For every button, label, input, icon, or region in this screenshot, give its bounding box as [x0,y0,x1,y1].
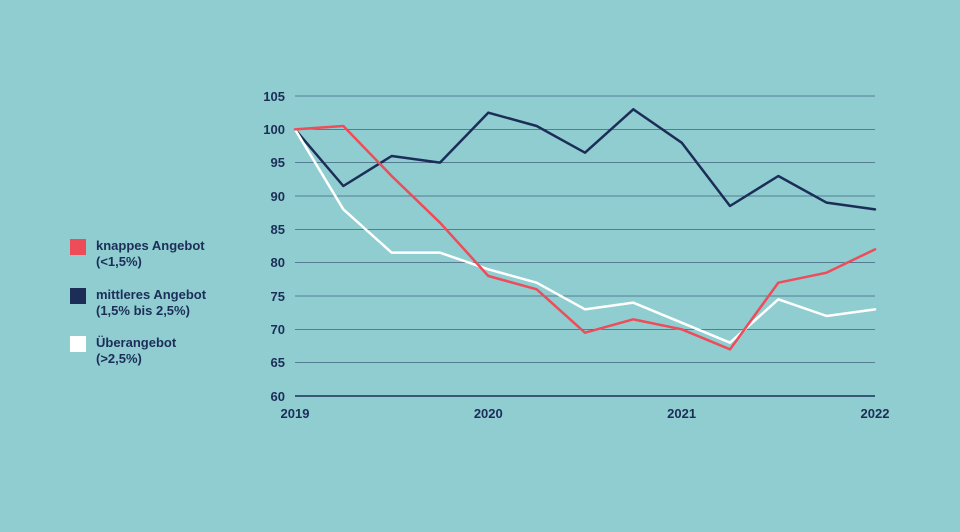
y-tick-label: 95 [271,155,285,170]
legend-item: Überangebot (>2,5%) [70,335,206,368]
x-tick-label: 2020 [474,406,503,421]
series-knappes [295,126,875,349]
series-mittleres [295,109,875,209]
legend-swatch-icon [70,288,86,304]
y-tick-label: 85 [271,222,285,237]
chart-svg [295,96,875,396]
legend-item: knappes Angebot (<1,5%) [70,238,206,271]
legend-swatch-icon [70,336,86,352]
legend: knappes Angebot (<1,5%) mittleres Angebo… [70,238,206,384]
legend-label-sub: (>2,5%) [96,351,142,366]
chart-container: knappes Angebot (<1,5%) mittleres Angebo… [0,0,960,532]
x-tick-label: 2021 [667,406,696,421]
x-tick-label: 2019 [281,406,310,421]
x-tick-label: 2022 [861,406,890,421]
y-tick-label: 100 [263,122,285,137]
y-tick-label: 65 [271,355,285,370]
y-tick-label: 90 [271,189,285,204]
legend-label-sub: (<1,5%) [96,254,142,269]
legend-label-sub: (1,5% bis 2,5%) [96,303,190,318]
y-tick-label: 75 [271,289,285,304]
line-chart [295,96,875,396]
legend-label-main: Überangebot [96,335,176,350]
y-tick-label: 70 [271,322,285,337]
legend-item: mittleres Angebot (1,5% bis 2,5%) [70,287,206,320]
legend-label-main: knappes Angebot [96,238,205,253]
y-tick-label: 80 [271,255,285,270]
legend-label: knappes Angebot (<1,5%) [96,238,205,271]
legend-label: Überangebot (>2,5%) [96,335,176,368]
legend-label-main: mittleres Angebot [96,287,206,302]
y-tick-label: 60 [271,389,285,404]
y-tick-label: 105 [263,89,285,104]
legend-label: mittleres Angebot (1,5% bis 2,5%) [96,287,206,320]
legend-swatch-icon [70,239,86,255]
